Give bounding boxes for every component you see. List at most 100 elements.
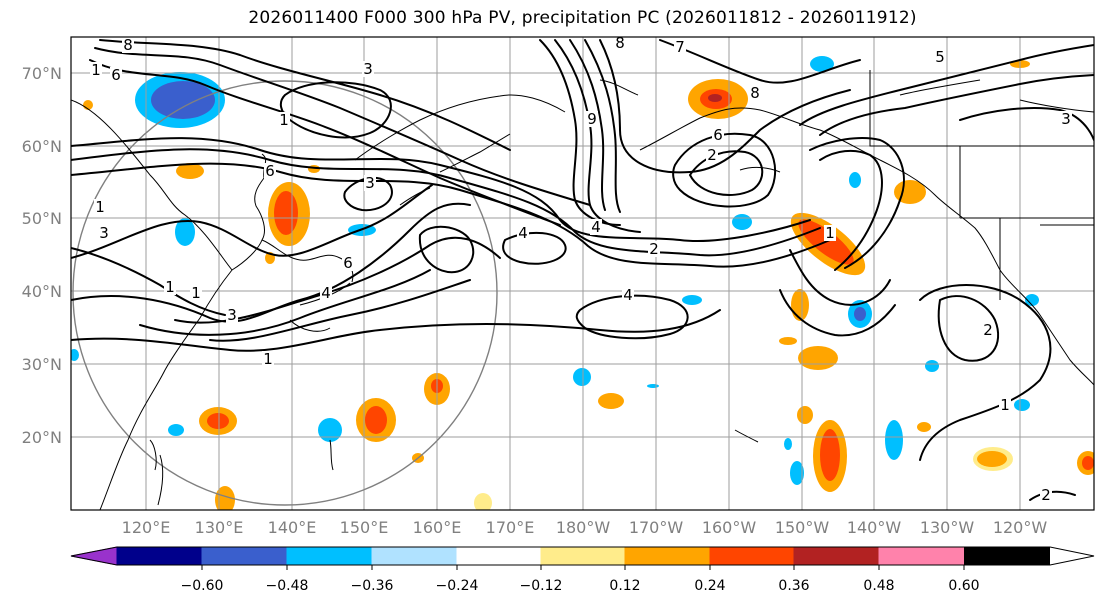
contour-label: 3 — [227, 306, 237, 324]
precip-blob — [365, 406, 387, 434]
precip-blob — [885, 420, 903, 460]
lon-label: 150°W — [775, 518, 830, 537]
contour-label-bg — [712, 127, 724, 143]
lon-label: 170°W — [629, 518, 684, 537]
contour-label: 6 — [713, 126, 723, 144]
lon-label: 170°E — [486, 518, 535, 537]
contour-label-bg — [999, 397, 1011, 413]
contour-label: 1 — [1000, 396, 1010, 414]
contour-label-bg — [614, 37, 626, 51]
contour-label: 8 — [615, 34, 625, 52]
contour-label: 4 — [591, 218, 601, 236]
colorbar-tick-label: −0.36 — [351, 578, 394, 594]
colorbar-segment — [201, 546, 288, 566]
colorbar-segment — [793, 546, 880, 566]
colorbar-tick-label: 0.48 — [863, 578, 894, 594]
contour-label-bg — [320, 285, 332, 301]
contour-label: 3 — [365, 174, 375, 192]
colorbar-segment — [371, 546, 458, 566]
precip-blob — [894, 180, 926, 204]
contour-label-bg — [622, 287, 634, 303]
contour-label-bg — [364, 175, 376, 191]
contour-label: 6 — [111, 66, 121, 84]
contour-label: 1 — [95, 198, 105, 216]
colorbar-segment — [456, 546, 542, 566]
lat-label: 60°N — [22, 137, 62, 156]
contour-label-bg — [362, 61, 374, 77]
contour-label: 1 — [825, 224, 835, 242]
lat-label: 40°N — [22, 282, 62, 301]
precip-blob — [1082, 456, 1094, 470]
precip-blob — [215, 486, 235, 510]
contour-label: 8 — [750, 84, 760, 102]
lon-label: 130°W — [920, 518, 975, 537]
contour-label: 7 — [675, 38, 685, 56]
contour-label: 2 — [983, 321, 993, 339]
lat-label: 20°N — [22, 428, 62, 447]
lat-axis: 70°N 60°N 50°N 40°N 30°N 20°N — [22, 64, 62, 447]
precip-blob — [791, 289, 809, 321]
contour-label: 1 — [191, 284, 201, 302]
contour-label: 9 — [587, 110, 597, 128]
precip-blob — [784, 438, 792, 450]
contour-label-bg — [278, 112, 290, 128]
colorbar-segment — [878, 546, 965, 566]
contour-label: 2 — [1041, 486, 1051, 504]
contour-label: 1 — [279, 111, 289, 129]
lon-label: 120°E — [122, 518, 171, 537]
range-circle — [72, 80, 498, 506]
precip-blob — [708, 94, 722, 102]
colorbar-tick-label: −0.48 — [266, 578, 309, 594]
contour-label: 3 — [99, 224, 109, 242]
lat-label: 30°N — [22, 355, 62, 374]
colorbar-segment — [286, 546, 373, 566]
contour-label: 2 — [707, 146, 717, 164]
contour-label: 1 — [263, 350, 273, 368]
colorbar-tick-label: 0.12 — [609, 578, 640, 594]
lon-label: 180°W — [556, 518, 611, 537]
lon-label: 160°E — [413, 518, 462, 537]
lon-label: 160°W — [702, 518, 757, 537]
precip-blob — [820, 429, 840, 481]
colorbar-tick-label: −0.24 — [436, 578, 479, 594]
contour-label-bg — [674, 39, 686, 55]
precip-blob — [797, 406, 813, 424]
colorbar-tick-label: 0.60 — [948, 578, 979, 594]
precip-blob — [151, 81, 215, 119]
precip-blob — [1014, 399, 1030, 411]
colorbar-tick-label: −0.60 — [181, 578, 224, 594]
precip-blob — [647, 384, 659, 388]
precip-blob — [207, 413, 229, 429]
precip-blob — [790, 461, 804, 485]
contour-label-bg — [982, 322, 994, 338]
contour-label-bg — [934, 49, 946, 65]
contour-label-bg — [517, 225, 529, 241]
precip-blob — [917, 422, 931, 432]
colorbar-segment — [709, 546, 795, 566]
colorbar: −0.60 −0.48 −0.36 −0.24 −0.12 0.12 0.24 … — [70, 546, 1095, 594]
precip-blob — [598, 393, 624, 409]
contour-label-bg — [122, 37, 134, 53]
precip-blob — [573, 368, 591, 386]
precip-blob — [176, 163, 204, 179]
contour-label-bg — [824, 225, 836, 241]
map-title: 2026011400 F000 300 hPa PV, precipitatio… — [248, 8, 917, 28]
colorbar-tick-label: 0.24 — [694, 578, 725, 594]
contour-label-bg — [190, 285, 202, 301]
precip-blob — [318, 418, 342, 442]
lon-axis: 120°E 130°E 140°E 150°E 160°E 170°E 180°… — [122, 518, 1048, 537]
contour-label-bg — [226, 307, 238, 323]
contour-label-bg — [586, 111, 598, 127]
contour-label-bg — [342, 255, 354, 271]
contour-label-bg — [262, 351, 274, 367]
contour-label-bg — [110, 67, 122, 83]
contour-label-bg — [749, 85, 761, 101]
lon-label: 140°E — [268, 518, 317, 537]
map-frame — [70, 36, 1095, 511]
contour-label-bg — [90, 62, 102, 78]
contour-label-bg — [590, 219, 602, 235]
precip-blob — [175, 218, 195, 246]
